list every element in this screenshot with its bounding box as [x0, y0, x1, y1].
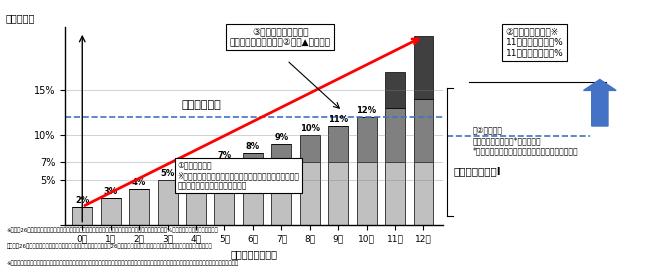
- Text: 加算率が上昇: 加算率が上昇: [182, 100, 222, 110]
- Bar: [413, 36, 434, 99]
- Text: ①　基　礎　分
※経験年数が上昇するとともに増加する加算額については
は、昇給等に充当することが必要: ① 基 礎 分 ※経験年数が上昇するとともに増加する加算額については は、昇給等…: [177, 161, 300, 190]
- Bar: [243, 162, 263, 225]
- Text: 10%: 10%: [300, 124, 319, 133]
- FancyArrow shape: [584, 79, 616, 126]
- Text: 〈②の要件〉
基準年度の賃金水準*からの改善
*国家公務員給与改定に伴う人件費の改定率を反映: 〈②の要件〉 基準年度の賃金水準*からの改善 *国家公務員給与改定に伴う人件費の…: [473, 126, 578, 156]
- Bar: [413, 99, 434, 162]
- Text: 8%: 8%: [246, 142, 260, 151]
- Text: 7%: 7%: [217, 151, 231, 160]
- Bar: [385, 72, 405, 108]
- Bar: [300, 135, 319, 162]
- Y-axis label: 〔加算率〕: 〔加算率〕: [5, 13, 35, 24]
- Text: ③キャリアパス要件分
（満たしていない場合②から▲２％減）: ③キャリアパス要件分 （満たしていない場合②から▲２％減）: [230, 27, 331, 47]
- Text: 処遇改善等加算Ⅰ: 処遇改善等加算Ⅰ: [453, 166, 501, 176]
- Bar: [328, 162, 348, 225]
- Text: 4%: 4%: [132, 178, 146, 187]
- Text: 11%: 11%: [328, 115, 348, 124]
- Bar: [385, 108, 405, 162]
- Bar: [328, 126, 348, 162]
- Bar: [72, 207, 92, 225]
- Bar: [357, 117, 377, 162]
- X-axis label: 〔平均経験年数〕: 〔平均経験年数〕: [231, 249, 278, 259]
- Text: 6%: 6%: [189, 160, 203, 169]
- Text: 12%: 12%: [357, 106, 377, 115]
- Bar: [186, 171, 206, 225]
- Bar: [243, 153, 263, 162]
- Text: ②賃金改善要件分※
11年未満　一律５%
11年以上　一律６%: ②賃金改善要件分※ 11年未満 一律５% 11年以上 一律６%: [506, 27, 563, 57]
- Text: 2%: 2%: [75, 196, 89, 205]
- Text: 5%: 5%: [160, 169, 175, 178]
- Bar: [385, 162, 405, 225]
- Bar: [215, 162, 234, 225]
- Bar: [271, 162, 291, 225]
- Bar: [158, 180, 177, 225]
- Bar: [413, 162, 434, 225]
- Bar: [129, 189, 149, 225]
- Bar: [300, 162, 319, 225]
- Text: 3%: 3%: [104, 187, 118, 196]
- Text: 平成26年度と同じ加算率を適用できる経過措置を設ける。（平成26年度と比較して平均経験年数が同程度又は下回る施設に限る。）: 平成26年度と同じ加算率を適用できる経過措置を設ける。（平成26年度と比較して平…: [7, 244, 213, 249]
- Bar: [101, 198, 121, 225]
- Text: ※　基準年度における私学助成等による収入額が賃金改善要件分を除いた公定価格の総額を上回る幼稚園等については、賃金改善額の取扱いの特例を設ける。: ※ 基準年度における私学助成等による収入額が賃金改善要件分を除いた公定価格の総額…: [7, 260, 239, 266]
- Text: ※　平成26年度に保育士等処遇改善臨時特例事業による補助を受けた保育所のうち、当該事業の加算率が５%未満であった施設については、: ※ 平成26年度に保育士等処遇改善臨時特例事業による補助を受けた保育所のうち、当…: [7, 227, 218, 233]
- Text: 9%: 9%: [274, 133, 288, 142]
- Bar: [271, 144, 291, 162]
- Bar: [357, 162, 377, 225]
